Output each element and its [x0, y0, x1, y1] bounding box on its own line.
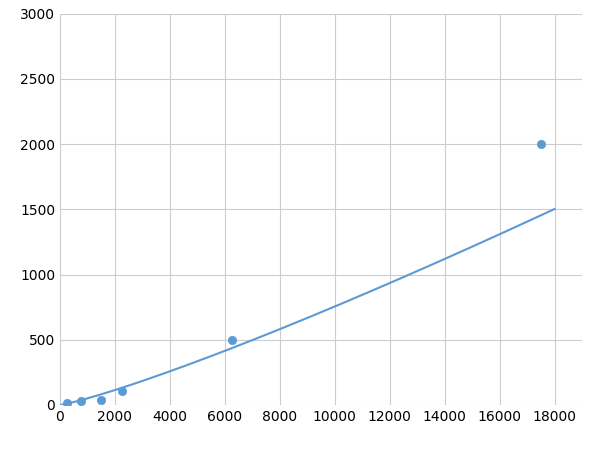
Point	[536, 140, 545, 148]
Point	[117, 387, 127, 394]
Point	[227, 336, 236, 343]
Point	[76, 397, 85, 405]
Point	[97, 396, 106, 403]
Point	[62, 399, 71, 406]
